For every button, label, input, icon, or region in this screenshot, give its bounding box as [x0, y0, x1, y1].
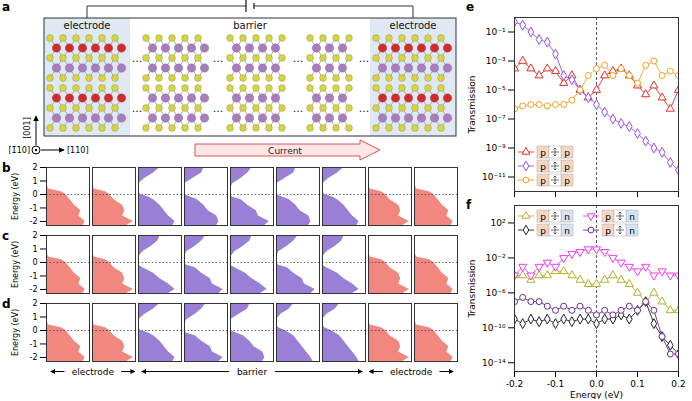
svg-text:1: 1	[32, 177, 37, 186]
html-text:c: c	[2, 229, 10, 243]
svg-text:electrode: electrode	[390, 367, 433, 377]
svg-text:Current: Current	[268, 146, 302, 156]
svg-text:[001]: [001]	[23, 117, 32, 139]
svg-text:electrode: electrode	[72, 367, 115, 377]
svg-text:electrode: electrode	[63, 20, 110, 31]
svg-text:-1: -1	[30, 204, 38, 213]
svg-text:...: ...	[213, 52, 224, 65]
svg-text:p: p	[605, 212, 611, 222]
svg-text:...: ...	[359, 52, 370, 65]
svg-text:0: 0	[32, 190, 37, 199]
svg-text:10⁻¹⁴: 10⁻¹⁴	[482, 358, 506, 368]
svg-text:electrode: electrode	[389, 20, 436, 31]
svg-text:p: p	[540, 226, 546, 236]
svg-text:p: p	[540, 148, 546, 158]
svg-text:Energy (eV): Energy (eV)	[11, 241, 20, 288]
svg-text:...: ...	[132, 102, 143, 115]
svg-text:0.0: 0.0	[589, 379, 604, 389]
svg-text:n: n	[629, 226, 635, 236]
svg-text:0.1: 0.1	[630, 379, 644, 389]
html-text:b: b	[2, 161, 11, 175]
svg-text:...: ...	[293, 52, 304, 65]
svg-text:1: 1	[32, 313, 37, 322]
svg-text:0: 0	[32, 258, 37, 267]
svg-text:10⁻²: 10⁻²	[486, 253, 506, 263]
svg-text:p: p	[540, 162, 546, 172]
svg-text:-2: -2	[30, 353, 38, 362]
svg-text:1: 1	[32, 245, 37, 254]
html-text:a: a	[2, 0, 11, 14]
svg-text:10⁻¹: 10⁻¹	[486, 27, 506, 37]
svg-text:Transmission: Transmission	[467, 259, 477, 318]
svg-text:barrier: barrier	[237, 367, 268, 377]
svg-text:0.2: 0.2	[671, 379, 685, 389]
svg-text:-0.1: -0.1	[547, 379, 565, 389]
svg-text:2: 2	[32, 163, 37, 172]
svg-text:p: p	[564, 148, 570, 158]
svg-text:10⁻³: 10⁻³	[486, 56, 506, 66]
svg-text:p: p	[564, 162, 570, 172]
svg-text:10²: 10²	[490, 218, 505, 228]
svg-text:...: ...	[132, 52, 143, 65]
svg-text:p: p	[564, 176, 570, 186]
svg-text:p: p	[540, 176, 546, 186]
svg-text:...: ...	[359, 102, 370, 115]
svg-text:10⁻⁶: 10⁻⁶	[486, 288, 506, 298]
svg-text:10⁻⁷: 10⁻⁷	[486, 114, 506, 124]
svg-text:Energy (eV): Energy (eV)	[11, 173, 20, 220]
svg-text:Energy (eV): Energy (eV)	[11, 309, 20, 356]
svg-text:n: n	[564, 226, 570, 236]
svg-text:...: ...	[213, 102, 224, 115]
html-text:e: e	[466, 0, 475, 14]
html-text:d: d	[2, 297, 11, 311]
svg-text:p: p	[605, 226, 611, 236]
svg-text:n: n	[564, 212, 570, 222]
svg-text:p: p	[540, 212, 546, 222]
svg-text:...: ...	[293, 102, 304, 115]
svg-text:[1̄10]: [1̄10]	[8, 146, 30, 155]
svg-text:n: n	[629, 212, 635, 222]
svg-text:[110]: [110]	[67, 146, 89, 155]
svg-text:-1: -1	[30, 272, 38, 281]
svg-text:2: 2	[32, 231, 37, 240]
svg-text:10⁻⁵: 10⁻⁵	[486, 85, 506, 95]
svg-text:10⁻⁹: 10⁻⁹	[486, 143, 506, 153]
svg-text:-0.2: -0.2	[506, 379, 524, 389]
svg-text:barrier: barrier	[233, 20, 267, 31]
svg-text:-2: -2	[30, 285, 38, 294]
svg-text:0: 0	[32, 326, 37, 335]
svg-text:10⁻¹⁰: 10⁻¹⁰	[482, 323, 506, 333]
svg-text:-1: -1	[30, 340, 38, 349]
svg-text:Energy (eV): Energy (eV)	[570, 390, 623, 400]
svg-text:-2: -2	[30, 217, 38, 226]
html-text:f: f	[466, 198, 472, 212]
svg-text:2: 2	[32, 299, 37, 308]
svg-text:Transmission: Transmission	[467, 75, 477, 134]
svg-text:10⁻¹¹: 10⁻¹¹	[482, 172, 506, 182]
